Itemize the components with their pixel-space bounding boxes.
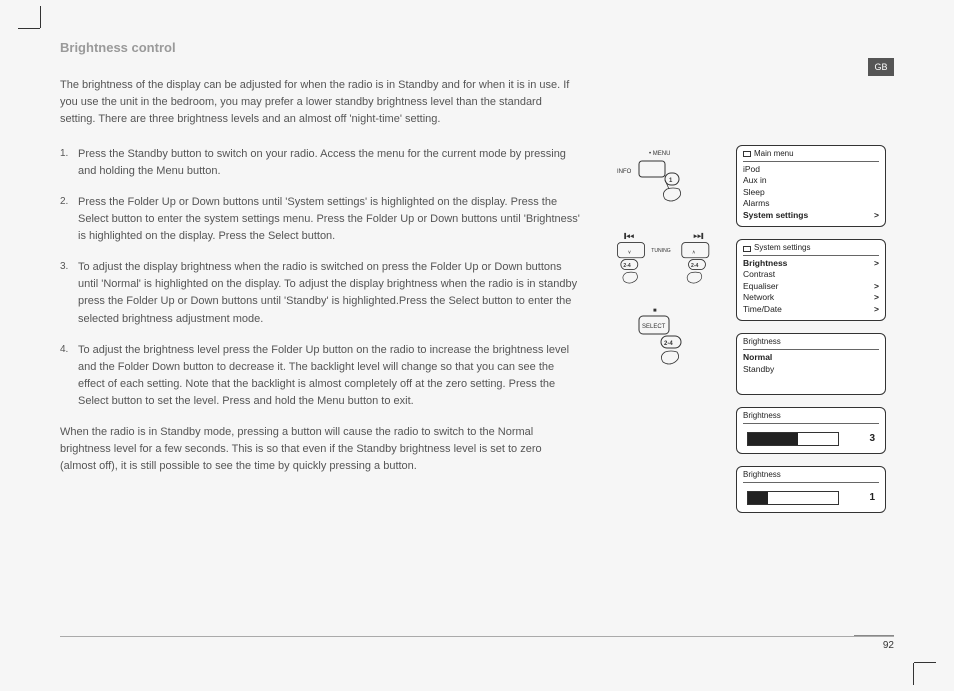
screen-row: Time/Date> [743,304,879,315]
screen-row: Alarms [743,198,879,209]
button-diagrams: • MENU INFO 1 ▐◀◀ ▶▶▌ ∨ TUNING ∧ [604,145,724,513]
screen-row: Network> [743,292,879,303]
steps-list: 1.Press the Standby button to switch on … [60,146,580,410]
text-column: The brightness of the display can be adj… [60,77,580,513]
step-number: 1. [60,146,78,180]
crop-mark [18,28,40,29]
svg-text:SELECT: SELECT [642,324,666,330]
outro-paragraph: When the radio is in Standby mode, press… [60,424,580,475]
lcd-screens: Main menu iPodAux inSleepAlarmsSystem se… [736,145,886,513]
screen-body: NormalStandby [743,352,879,375]
svg-text:2-4: 2-4 [623,263,631,269]
screen-header: Brightness [743,470,879,483]
step-text: To adjust the brightness level press the… [78,342,580,410]
screen-row: Contrast [743,269,879,280]
svg-text:INFO: INFO [617,169,632,175]
brightness-track [747,432,839,446]
screen-header: Brightness [743,411,879,424]
locale-tab: GB [868,58,894,76]
step-item: 4.To adjust the brightness level press t… [60,342,580,410]
brightness-value: 1 [869,491,875,505]
svg-text:1: 1 [669,178,673,184]
footer-rule [60,636,894,637]
page-title: Brightness control [60,40,894,55]
svg-text:2-4: 2-4 [691,263,699,269]
screen-body: iPodAux inSleepAlarmsSystem settings> [743,164,879,221]
screen-row: Normal [743,352,879,363]
content: The brightness of the display can be adj… [60,77,894,513]
screen-main-menu: Main menu iPodAux inSleepAlarmsSystem se… [736,145,886,227]
crop-mark [913,663,914,685]
svg-text:■: ■ [653,308,657,314]
intro-paragraph: The brightness of the display can be adj… [60,77,580,128]
svg-text:TUNING: TUNING [651,248,670,254]
brightness-track [747,491,839,505]
screen-header: Brightness [743,337,879,350]
step-text: To adjust the display brightness when th… [78,259,580,327]
svg-text:• MENU: • MENU [649,151,670,157]
crop-mark [914,662,936,663]
screen-row: Sleep [743,187,879,198]
screen-brightness-bar-1: Brightness 1 [736,466,886,513]
svg-text:∧: ∧ [692,250,696,256]
svg-text:▐◀◀: ▐◀◀ [623,232,634,239]
screen-row: System settings> [743,210,879,221]
step-number: 2. [60,194,78,245]
select-button-diagram: ■ SELECT 2-4 [609,302,719,372]
screen-row: Standby [743,364,879,375]
page-number: 92 [854,635,894,651]
svg-text:∨: ∨ [628,250,632,256]
screen-brightness-menu: Brightness NormalStandby [736,333,886,395]
brightness-fill [748,433,798,445]
screen-header: Main menu [743,149,879,162]
step-item: 3.To adjust the display brightness when … [60,259,580,327]
screen-header: System settings [743,243,879,256]
step-number: 4. [60,342,78,410]
screen-row: Aux in [743,175,879,186]
page: GB Brightness control The brightness of … [60,40,894,651]
brightness-fill [748,492,768,504]
brightness-value: 3 [869,432,875,446]
step-text: Press the Standby button to switch on yo… [78,146,580,180]
screen-row: Equaliser> [743,281,879,292]
screen-row: Brightness> [743,258,879,269]
tuning-buttons-diagram: ▐◀◀ ▶▶▌ ∨ TUNING ∧ 2-4 2-4 [609,229,719,288]
step-item: 2.Press the Folder Up or Down buttons un… [60,194,580,245]
step-number: 3. [60,259,78,327]
svg-text:▶▶▌: ▶▶▌ [694,232,705,239]
menu-button-diagram: • MENU INFO 1 [609,145,719,215]
step-item: 1.Press the Standby button to switch on … [60,146,580,180]
svg-text:2-4: 2-4 [664,341,673,347]
screen-row: iPod [743,164,879,175]
screen-body: Brightness>ContrastEqualiser>Network>Tim… [743,258,879,315]
screen-brightness-bar-3: Brightness 3 [736,407,886,454]
screen-system-settings: System settings Brightness>ContrastEqual… [736,239,886,321]
right-column: • MENU INFO 1 ▐◀◀ ▶▶▌ ∨ TUNING ∧ [604,77,894,513]
step-text: Press the Folder Up or Down buttons unti… [78,194,580,245]
crop-mark [40,6,41,28]
